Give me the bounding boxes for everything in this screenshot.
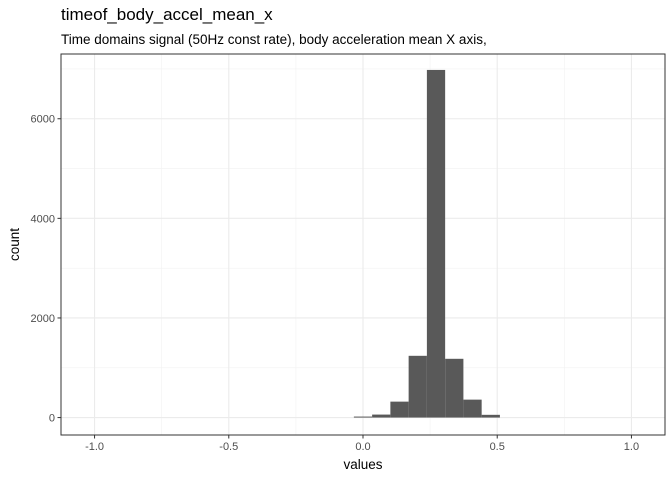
- histogram-bar: [445, 358, 464, 418]
- x-tick-label: -0.5: [219, 441, 238, 453]
- x-tick-label: -1.0: [85, 441, 104, 453]
- histogram-bar: [372, 414, 391, 418]
- x-tick-label: 1.0: [624, 441, 639, 453]
- x-tick-label: 0.0: [355, 441, 370, 453]
- histogram-bar: [390, 401, 409, 418]
- histogram-bar: [353, 416, 373, 418]
- chart-title: timeof_body_accel_mean_x: [61, 5, 273, 24]
- y-tick-label: 4000: [31, 213, 55, 225]
- y-tick-label: 6000: [31, 114, 55, 126]
- x-axis: -1.0 -0.5 0.0 0.5 1.0: [85, 435, 639, 453]
- y-axis: 0 2000 4000 6000: [31, 114, 61, 425]
- chart-subtitle: Time domains signal (50Hz const rate), b…: [61, 32, 487, 47]
- x-axis-title: values: [343, 457, 382, 472]
- histogram-bar: [481, 414, 500, 418]
- x-tick-label: 0.5: [490, 441, 505, 453]
- y-tick-label: 2000: [31, 313, 55, 325]
- y-axis-title: count: [7, 228, 22, 261]
- histogram-bar: [463, 399, 482, 418]
- histogram-bars: [353, 69, 500, 418]
- histogram-bar: [426, 69, 446, 418]
- histogram-bar: [408, 355, 427, 418]
- y-tick-label: 0: [49, 413, 55, 425]
